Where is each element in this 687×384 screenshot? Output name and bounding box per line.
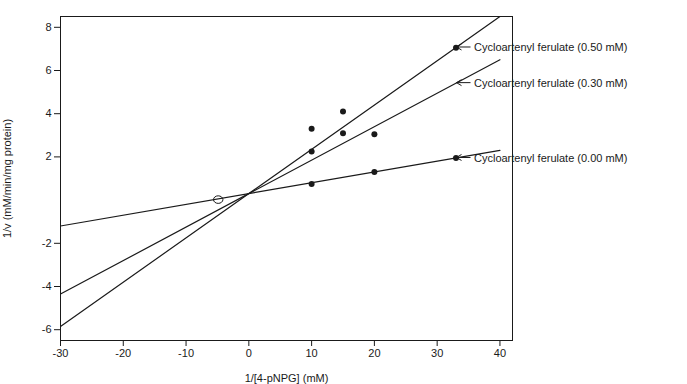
svg-text:-6: -6 xyxy=(42,323,52,335)
svg-text:-10: -10 xyxy=(178,347,194,359)
svg-text:40: 40 xyxy=(494,347,506,359)
svg-text:2: 2 xyxy=(45,150,51,162)
svg-text:Cycloartenyl ferulate (0.50 mM: Cycloartenyl ferulate (0.50 mM) xyxy=(474,41,627,53)
svg-text:10: 10 xyxy=(305,347,317,359)
svg-text:30: 30 xyxy=(431,347,443,359)
svg-text:20: 20 xyxy=(368,347,380,359)
svg-text:6: 6 xyxy=(45,64,51,76)
svg-text:4: 4 xyxy=(45,107,51,119)
svg-text:Cycloartenyl ferulate (0.00 mM: Cycloartenyl ferulate (0.00 mM) xyxy=(474,152,627,164)
svg-text:-20: -20 xyxy=(115,347,131,359)
svg-text:1/v (mM/min/mg protein): 1/v (mM/min/mg protein) xyxy=(1,119,13,238)
svg-text:1/[4-pNPG] (mM): 1/[4-pNPG] (mM) xyxy=(245,372,329,384)
svg-text:-30: -30 xyxy=(53,347,69,359)
svg-text:0: 0 xyxy=(246,347,252,359)
svg-text:-4: -4 xyxy=(42,280,52,292)
svg-text:-2: -2 xyxy=(42,237,52,249)
svg-text:Cycloartenyl ferulate (0.30 mM: Cycloartenyl ferulate (0.30 mM) xyxy=(474,77,627,89)
svg-text:8: 8 xyxy=(45,21,51,33)
